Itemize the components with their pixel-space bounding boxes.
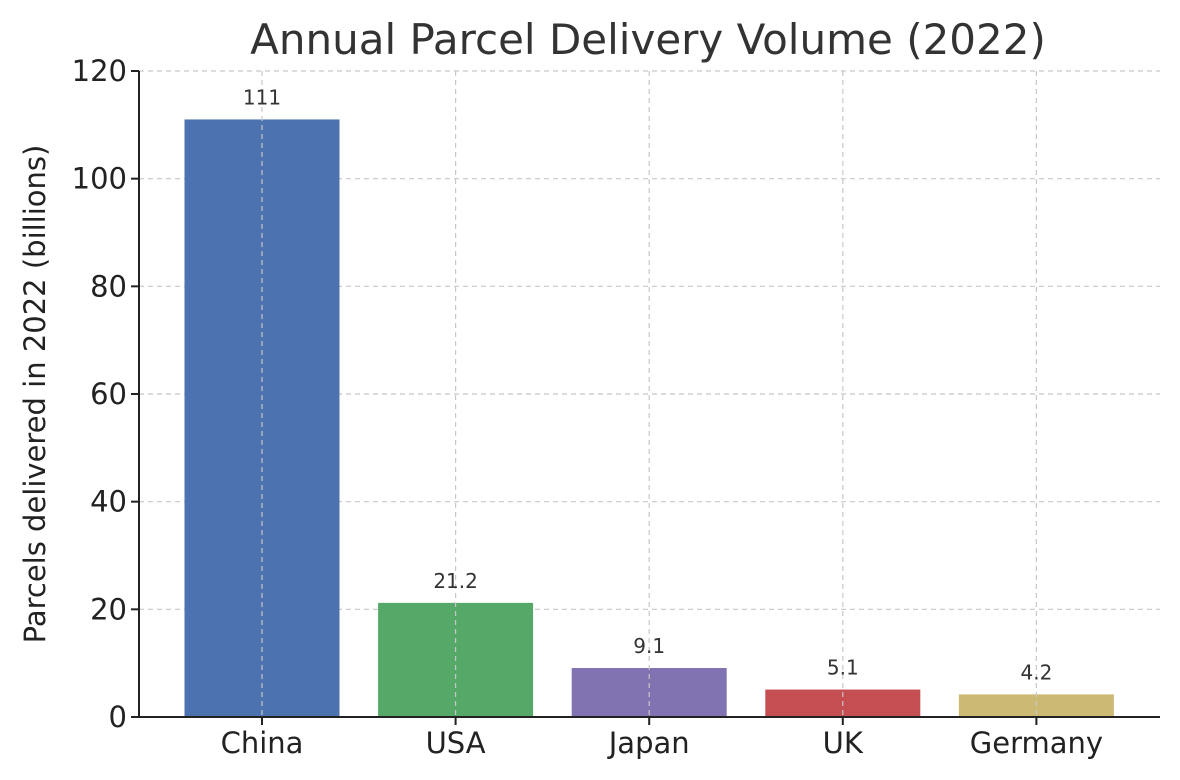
data-label: 5.1 bbox=[827, 656, 859, 680]
y-tick-label: 20 bbox=[90, 592, 127, 626]
data-label: 9.1 bbox=[633, 634, 665, 658]
x-ticks: China USA Japan UK Germany bbox=[221, 717, 1103, 760]
x-tick-label: China bbox=[221, 726, 304, 760]
x-tick-label: UK bbox=[823, 726, 864, 760]
y-ticks: 0 20 40 60 80 100 120 bbox=[72, 54, 139, 734]
y-tick-label: 60 bbox=[90, 377, 127, 411]
y-axis-label: Parcels delivered in 2022 (billions) bbox=[18, 145, 52, 644]
y-tick-label: 0 bbox=[109, 700, 127, 734]
data-labels: 111 21.2 9.1 5.1 4.2 bbox=[243, 85, 1052, 684]
y-tick-label: 120 bbox=[72, 54, 127, 88]
data-label: 111 bbox=[243, 85, 281, 109]
x-tick-label: Japan bbox=[607, 726, 690, 760]
data-label: 21.2 bbox=[433, 569, 478, 593]
chart-title: Annual Parcel Delivery Volume (2022) bbox=[250, 15, 1046, 64]
y-tick-label: 80 bbox=[90, 269, 127, 303]
data-label: 4.2 bbox=[1020, 660, 1052, 684]
y-tick-label: 100 bbox=[72, 162, 127, 196]
x-tick-label: USA bbox=[426, 726, 486, 760]
x-tick-label: Germany bbox=[970, 726, 1103, 760]
y-tick-label: 40 bbox=[90, 485, 127, 519]
